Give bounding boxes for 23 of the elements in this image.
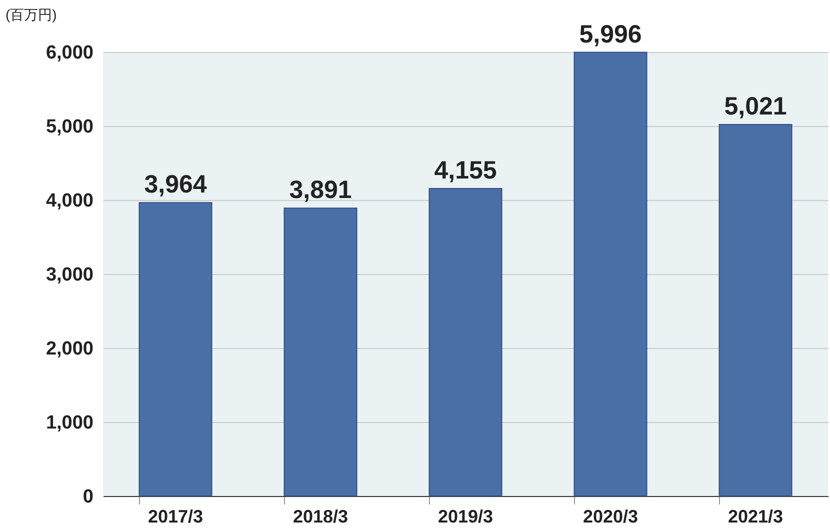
y-tick-label: 3,000 [46, 264, 94, 286]
data-label: 4,155 [434, 156, 497, 185]
y-tick-label: 5,000 [46, 116, 94, 138]
y-axis-title: (百万円) [6, 6, 57, 22]
bar [284, 208, 358, 496]
data-label: 5,021 [724, 92, 787, 120]
y-tick-label: 2,000 [46, 338, 94, 360]
y-tick-label: 4,000 [46, 190, 94, 212]
x-tick-label: 2021/3 [728, 506, 784, 526]
bar [428, 188, 502, 496]
y-tick-label: 6,000 [46, 42, 94, 64]
y-tick-label: 1,000 [46, 412, 94, 434]
y-tick-label: 0 [82, 486, 94, 508]
data-label: 3,964 [144, 170, 207, 199]
bar [718, 124, 792, 496]
bar [138, 202, 212, 496]
data-label: 3,891 [289, 176, 352, 204]
bar [574, 52, 648, 496]
x-tick-label: 2017/3 [148, 506, 204, 526]
x-tick-label: 2020/3 [582, 506, 638, 526]
x-tick-label: 2018/3 [292, 506, 348, 526]
x-tick-label: 2019/3 [438, 506, 494, 526]
data-label: 5,996 [579, 20, 642, 48]
